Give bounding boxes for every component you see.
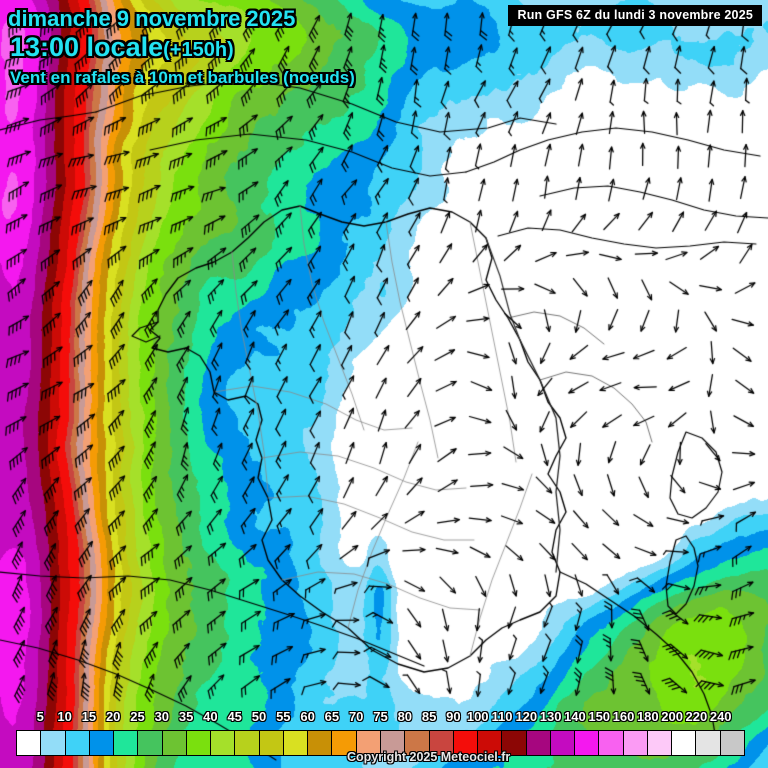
colorbar-tick-label: 120 xyxy=(515,709,538,724)
colorbar-swatch xyxy=(162,731,187,755)
colorbar-swatch xyxy=(599,731,624,755)
colorbar-tick-labels: 5 10 15 20 25 30 35 40 45 50 55 60 65 70 75 80 85 90 100 11… xyxy=(0,709,768,727)
colorbar-tick-label: 220 xyxy=(685,709,708,724)
colorbar-tick-label: 50 xyxy=(251,709,267,724)
colorbar-tick-label: 110 xyxy=(491,709,513,724)
colorbar-tick-label: 65 xyxy=(324,709,340,724)
colorbar-tick-label: 10 xyxy=(57,709,72,724)
colorbar-tick-label: 240 xyxy=(709,709,732,724)
colorbar-tick-label: 70 xyxy=(348,709,364,724)
colorbar-swatch xyxy=(211,731,236,755)
model-run-badge: Run GFS 6Z du lundi 3 novembre 2025 xyxy=(508,5,762,26)
colorbar-tick-label: 15 xyxy=(81,709,97,724)
colorbar-swatch xyxy=(17,731,42,755)
colorbar-swatch xyxy=(308,731,333,755)
colorbar-tick-label: 180 xyxy=(636,709,659,724)
forecast-time-text: 13:00 locale xyxy=(10,32,164,62)
colorbar-tick-label: 35 xyxy=(178,709,194,724)
forecast-date-label: dimanche 9 novembre 2025 xyxy=(8,6,296,31)
colorbar-tick-label: 20 xyxy=(105,709,121,724)
colorbar-tick-label: 25 xyxy=(130,709,145,724)
colorbar-tick-label: 100 xyxy=(466,709,489,724)
colorbar-swatch xyxy=(429,731,454,755)
colorbar-tick-label: 55 xyxy=(276,709,291,724)
colorbar-tick-label: 45 xyxy=(227,709,242,724)
colorbar-swatch xyxy=(720,731,744,755)
forecast-parameter-label: Vent en rafales à 10m et barbules (noeud… xyxy=(10,68,355,87)
colorbar-tick-label: 85 xyxy=(421,709,437,724)
colorbar-swatch xyxy=(65,731,90,755)
colorbar-tick-label: 80 xyxy=(397,709,413,724)
colorbar-tick-label: 160 xyxy=(612,709,635,724)
colorbar-swatch xyxy=(283,731,309,755)
colorbar-swatch xyxy=(235,731,260,755)
colorbar-swatch xyxy=(186,731,212,755)
colorbar-tick-label: 200 xyxy=(661,709,683,724)
colorbar xyxy=(16,730,745,756)
colorbar-tick-label: 150 xyxy=(588,709,611,724)
copyright-label: Copyright 2025 Meteociel.fr xyxy=(347,750,511,764)
colorbar-swatch xyxy=(332,731,357,755)
forecast-time-label: 13:00 locale(+150h) xyxy=(10,32,234,63)
colorbar-swatch xyxy=(526,731,551,755)
colorbar-swatch xyxy=(696,731,721,755)
colorbar-tick-label: 60 xyxy=(300,709,315,724)
colorbar-swatch xyxy=(380,731,406,755)
colorbar-tick-label: 130 xyxy=(539,709,562,724)
colorbar-swatch xyxy=(647,731,673,755)
colorbar-swatch xyxy=(356,731,381,755)
colorbar-swatch xyxy=(550,731,576,755)
colorbar-swatch xyxy=(478,731,503,755)
colorbar-swatch xyxy=(138,731,163,755)
colorbar-swatch xyxy=(41,731,66,755)
colorbar-tick-label: 140 xyxy=(564,709,586,724)
colorbar-swatch xyxy=(672,731,697,755)
colorbar-tick-label: 5 xyxy=(36,709,44,724)
colorbar-swatch xyxy=(114,731,139,755)
colorbar-tick-label: 30 xyxy=(154,709,170,724)
colorbar-tick-label: 75 xyxy=(373,709,388,724)
colorbar-tick-label: 40 xyxy=(203,709,218,724)
colorbar-swatch xyxy=(575,731,600,755)
colorbar-tick-label: 90 xyxy=(446,709,461,724)
forecast-offset-text: (+150h) xyxy=(163,39,234,61)
colorbar-swatch xyxy=(453,731,479,755)
colorbar-swatch xyxy=(89,731,115,755)
colorbar-swatch xyxy=(405,731,430,755)
colorbar-swatch xyxy=(623,731,648,755)
colorbar-swatch xyxy=(259,731,284,755)
colorbar-swatch xyxy=(502,731,527,755)
